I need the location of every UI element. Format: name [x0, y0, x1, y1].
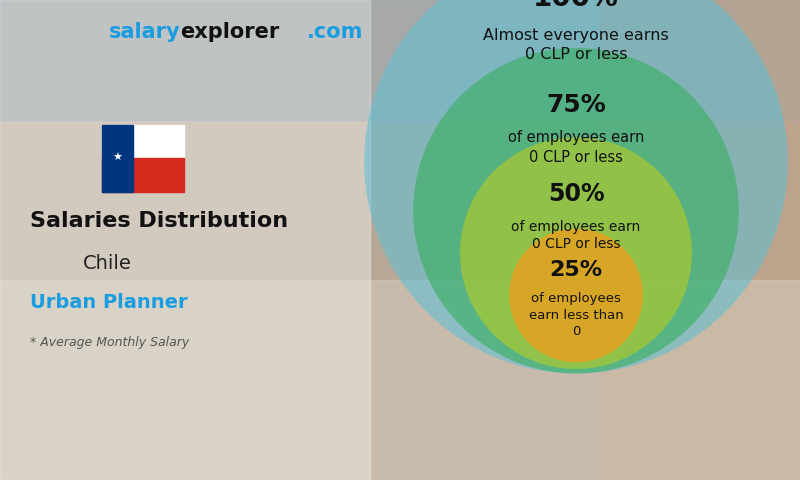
Text: 25%: 25%	[550, 260, 602, 280]
Circle shape	[364, 0, 788, 373]
Text: Almost everyone earns
0 CLP or less: Almost everyone earns 0 CLP or less	[483, 28, 669, 62]
Text: Urban Planner: Urban Planner	[30, 293, 188, 312]
Text: 75%: 75%	[546, 93, 606, 117]
Bar	[102, 158, 184, 192]
Circle shape	[509, 228, 643, 362]
Bar	[600, 0, 800, 480]
Text: Salaries Distribution: Salaries Distribution	[30, 211, 288, 231]
Circle shape	[414, 48, 738, 373]
Text: .com: .com	[306, 22, 363, 42]
Bar	[102, 125, 184, 158]
Bar	[0, 280, 800, 480]
Text: of employees earn
0 CLP or less: of employees earn 0 CLP or less	[508, 131, 644, 165]
Text: * Average Monthly Salary: * Average Monthly Salary	[30, 336, 190, 349]
Text: explorer: explorer	[181, 22, 280, 42]
Bar	[102, 125, 133, 192]
Bar	[0, 0, 370, 480]
Bar	[0, 0, 370, 480]
Text: salary: salary	[109, 22, 181, 42]
Text: Chile: Chile	[82, 254, 131, 274]
Text: 100%: 100%	[533, 0, 619, 12]
Text: of employees earn
0 CLP or less: of employees earn 0 CLP or less	[511, 219, 641, 252]
Text: ★: ★	[112, 154, 122, 163]
Text: 50%: 50%	[548, 182, 604, 206]
Text: of employees
earn less than
0: of employees earn less than 0	[529, 292, 623, 338]
Bar	[0, 0, 800, 120]
Circle shape	[460, 137, 692, 369]
